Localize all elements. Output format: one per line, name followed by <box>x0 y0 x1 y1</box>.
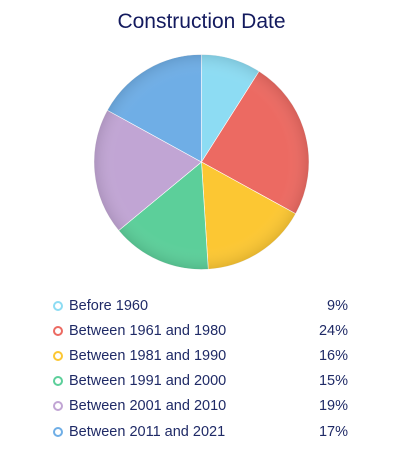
legend-label: Between 1991 and 2000 <box>69 373 227 390</box>
legend-label: Before 1960 <box>69 297 149 314</box>
legend-item[interactable]: Between 1981 and 1990 16% <box>52 343 348 368</box>
legend-value: 17% <box>318 423 348 440</box>
legend-value: 19% <box>318 398 348 415</box>
pie-slices <box>93 54 310 270</box>
legend-label: Between 2011 and 2021 <box>69 423 226 440</box>
legend-item[interactable]: Between 1961 and 1980 24% <box>52 318 348 343</box>
legend-item[interactable]: Between 2001 and 2010 19% <box>52 394 348 419</box>
legend-item[interactable]: Between 1991 and 2000 15% <box>52 369 348 394</box>
chart-title: Construction Date <box>117 10 286 33</box>
legend-marker-icon <box>53 376 63 387</box>
legend-value: 16% <box>318 347 348 364</box>
legend-item[interactable]: Before 1960 9% <box>52 293 348 318</box>
legend-marker-icon <box>53 350 63 361</box>
legend-marker-icon <box>53 300 63 311</box>
legend-marker-icon <box>53 401 63 412</box>
legend-label: Between 1961 and 1980 <box>69 322 227 339</box>
legend: Before 1960 9% Between 1961 and 1980 24% Bet… <box>52 293 348 444</box>
pie-chart <box>93 54 310 270</box>
legend-value: 24% <box>318 322 348 339</box>
legend-label: Between 1981 and 1990 <box>69 347 227 364</box>
pie-chart-area <box>93 54 310 270</box>
legend-value: 15% <box>318 373 348 390</box>
legend-marker-icon <box>53 325 63 336</box>
legend-item[interactable]: Between 2011 and 2021 17% <box>52 419 348 444</box>
legend-value: 9% <box>327 297 348 314</box>
legend-label: Between 2001 and 2010 <box>69 398 227 415</box>
legend-marker-icon <box>53 426 63 437</box>
